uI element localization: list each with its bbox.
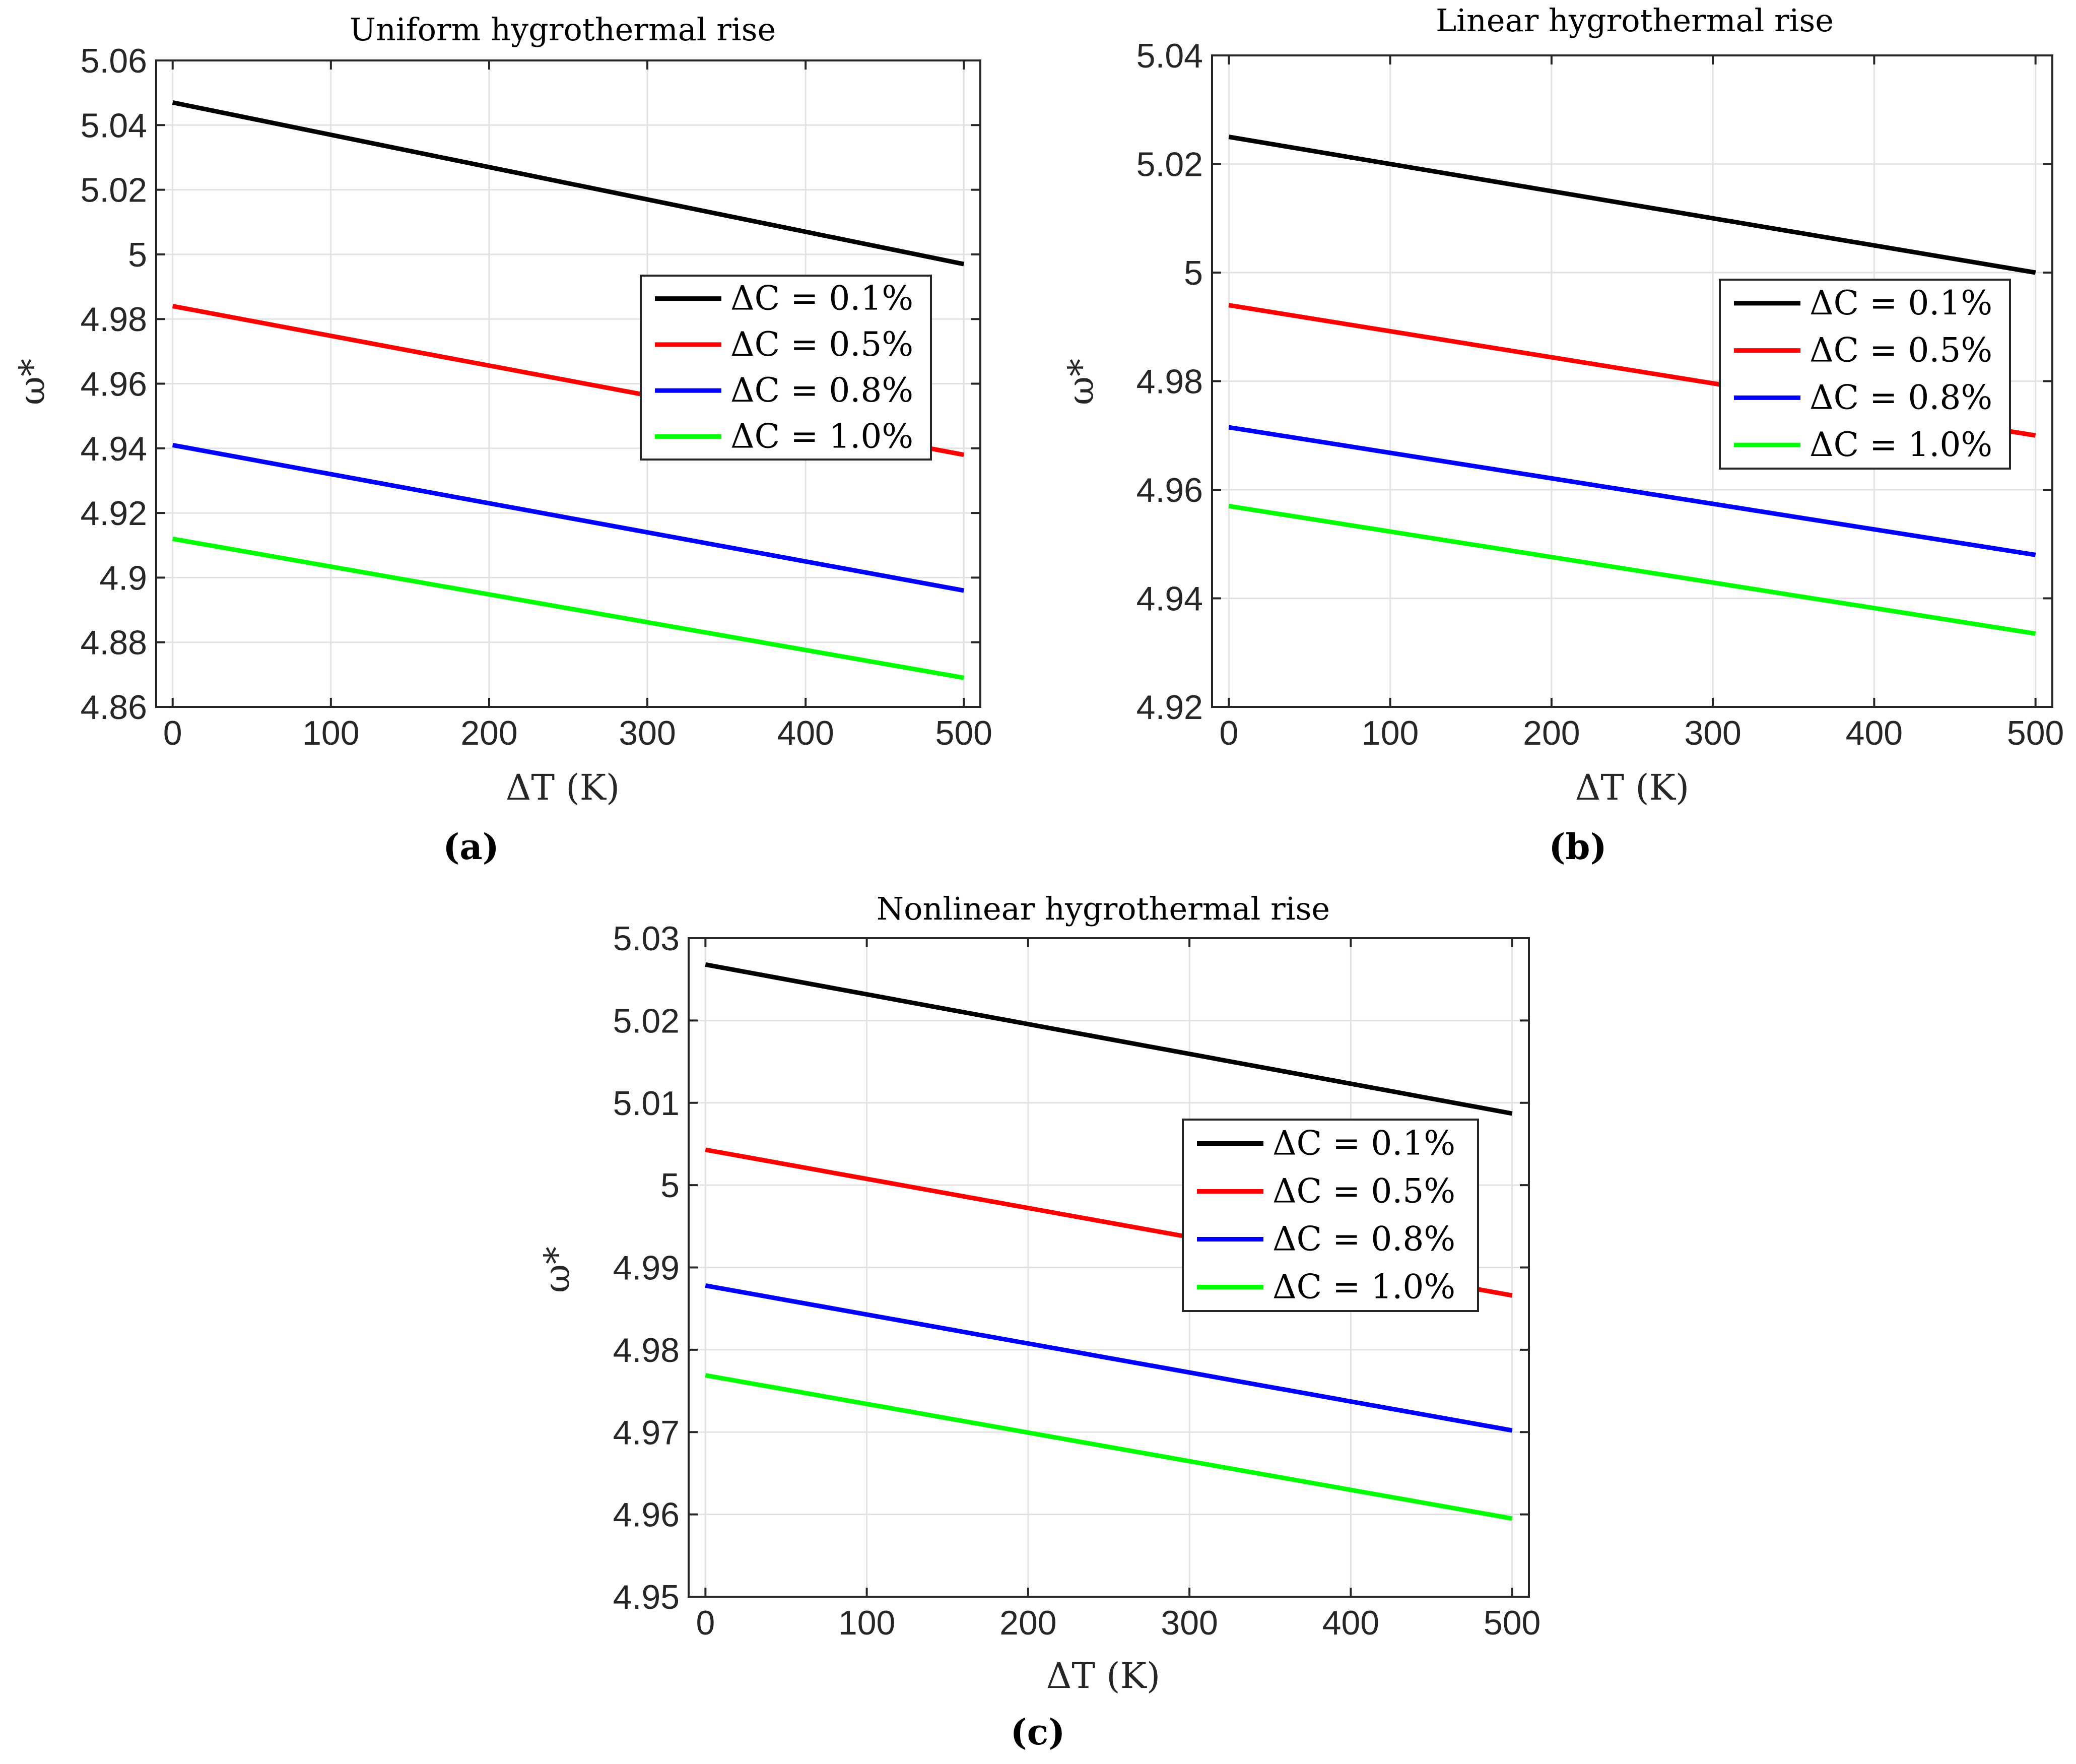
- legend-box: [640, 275, 932, 461]
- series-line: [705, 962, 1513, 1116]
- y-tick-label: 4.92: [81, 494, 147, 533]
- legend: ΔC = 0.1% ΔC = 0.5% ΔC = 0.8% ΔC = 1.0%: [640, 275, 932, 461]
- panel-label: (c): [1011, 1711, 1065, 1753]
- y-tick-label: 5: [128, 236, 147, 274]
- series-line: [172, 442, 965, 593]
- series-line: [1228, 503, 2036, 636]
- series: [705, 962, 1513, 1521]
- y-tick-label: 4.98: [1136, 363, 1203, 401]
- y-tick-label: 4.96: [81, 365, 147, 404]
- y-tick-label: 4.86: [81, 688, 147, 727]
- y-tick-label: 4.94: [1136, 580, 1203, 618]
- chart-title: Uniform hygrothermal rise: [350, 11, 776, 48]
- y-tick-label: 4.94: [81, 430, 147, 468]
- y-tick-label: 5.04: [1136, 37, 1203, 75]
- ticks: 0 100 200 300 400 500 4.86 4.88 4.9 4.92 4.94 4.96 4…: [81, 42, 992, 752]
- series-line: [705, 1373, 1513, 1521]
- x-tick-label: 300: [1684, 714, 1741, 752]
- x-axis-label: ΔT (K): [506, 767, 620, 808]
- x-tick-label: 400: [777, 714, 834, 752]
- ticks: 0 100 200 300 400 500 4.92 4.94 4.96 4.98 5 5.02 5.0…: [1136, 37, 2064, 752]
- y-tick-label: 5.06: [81, 42, 147, 80]
- x-tick-label: 500: [2007, 714, 2064, 752]
- legend-label: ΔC = 0.5%: [1273, 1172, 1455, 1211]
- x-tick-label: 400: [1322, 1604, 1379, 1642]
- x-axis-label: ΔT (K): [1046, 1655, 1160, 1696]
- legend-label: ΔC = 0.8%: [1273, 1220, 1455, 1259]
- y-tick-label: 5.02: [613, 1002, 680, 1040]
- series-line: [1228, 135, 2036, 275]
- series-line: [172, 100, 965, 267]
- panel-label: (a): [443, 826, 499, 868]
- x-tick-label: 400: [1846, 714, 1903, 752]
- series: [172, 100, 965, 680]
- x-axis-label: ΔT (K): [1575, 767, 1689, 808]
- ticks: 0 100 200 300 400 500 4.95 4.96 4.97 4.98 4.99 5 5.0…: [613, 920, 1541, 1642]
- x-tick-label: 500: [935, 714, 992, 752]
- x-tick-label: 0: [1219, 714, 1238, 752]
- x-tick-label: 100: [302, 714, 359, 752]
- chart-title: Linear hygrothermal rise: [1436, 2, 1834, 39]
- x-tick-label: 200: [999, 1604, 1056, 1642]
- x-tick-label: 100: [838, 1604, 895, 1642]
- panel-label: (b): [1549, 826, 1606, 868]
- y-tick-label: 4.9: [99, 559, 147, 597]
- x-tick-label: 300: [619, 714, 676, 752]
- legend-label: ΔC = 0.1%: [730, 279, 913, 318]
- y-tick-label: 4.95: [613, 1578, 680, 1616]
- y-tick-label: 5: [660, 1166, 680, 1205]
- y-tick-label: 5: [1184, 254, 1203, 292]
- legend-label: ΔC = 0.5%: [730, 325, 913, 364]
- x-tick-label: 0: [163, 714, 182, 752]
- y-axis-label: ω*: [537, 1247, 578, 1293]
- legend-label: ΔC = 1.0%: [1810, 425, 1992, 464]
- chart-panel-a: Uniform hygrothermal rise 0 100 200 300 400 5…: [12, 11, 992, 868]
- y-tick-label: 4.98: [613, 1331, 680, 1369]
- legend-box: [1182, 1119, 1479, 1312]
- x-tick-label: 300: [1161, 1604, 1218, 1642]
- legend: ΔC = 0.1% ΔC = 0.5% ΔC = 0.8% ΔC = 1.0%: [1182, 1119, 1479, 1312]
- chart-title: Nonlinear hygrothermal rise: [877, 890, 1330, 927]
- x-tick-label: 200: [460, 714, 517, 752]
- y-tick-label: 5.03: [613, 920, 680, 958]
- y-tick-label: 4.88: [81, 624, 147, 662]
- legend-box: [1719, 279, 2011, 470]
- y-tick-label: 5.02: [81, 171, 147, 210]
- legend-label: ΔC = 0.1%: [1810, 284, 1992, 322]
- legend: ΔC = 0.1% ΔC = 0.5% ΔC = 0.8% ΔC = 1.0%: [1719, 279, 2011, 470]
- y-tick-label: 4.96: [1136, 471, 1203, 509]
- chart-panel-b: Linear hygrothermal rise 0 100 200 300 400 50…: [1060, 2, 2064, 868]
- series-line: [705, 1283, 1513, 1433]
- y-axis-label: ω*: [1060, 359, 1102, 405]
- legend-label: ΔC = 1.0%: [1273, 1268, 1455, 1306]
- legend-label: ΔC = 0.1%: [1273, 1124, 1455, 1163]
- x-tick-label: 500: [1484, 1604, 1541, 1642]
- y-tick-label: 4.98: [81, 300, 147, 339]
- y-tick-label: 4.99: [613, 1249, 680, 1287]
- x-tick-label: 0: [696, 1604, 715, 1642]
- series-line: [1228, 425, 2036, 557]
- y-tick-label: 5.01: [613, 1084, 680, 1123]
- y-axis-label: ω*: [12, 359, 53, 405]
- x-tick-label: 200: [1523, 714, 1580, 752]
- series-line: [172, 536, 965, 680]
- legend-label: ΔC = 1.0%: [730, 417, 913, 455]
- y-tick-label: 5.02: [1136, 146, 1203, 184]
- y-tick-label: 4.96: [613, 1496, 680, 1534]
- legend-label: ΔC = 0.8%: [1810, 378, 1992, 417]
- y-tick-label: 4.97: [613, 1413, 680, 1452]
- legend-label: ΔC = 0.8%: [730, 371, 913, 410]
- legend-label: ΔC = 0.5%: [1810, 331, 1992, 370]
- y-tick-label: 5.04: [81, 106, 147, 145]
- y-tick-label: 4.92: [1136, 688, 1203, 727]
- chart-panel-c: Nonlinear hygrothermal rise 0 100 200 300 40…: [537, 890, 1541, 1753]
- x-tick-label: 100: [1362, 714, 1419, 752]
